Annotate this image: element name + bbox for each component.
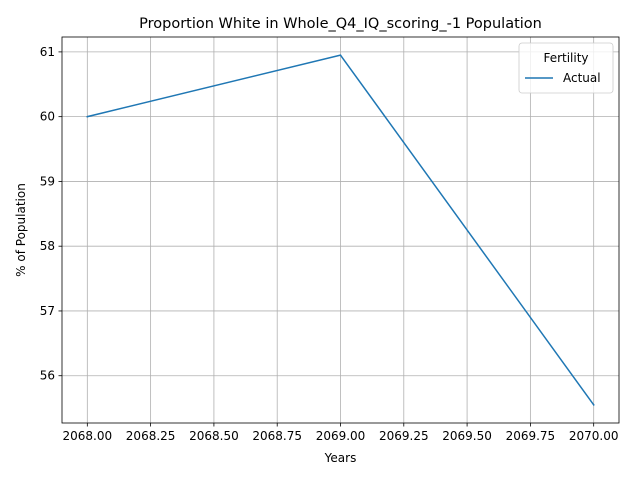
legend-label-actual: Actual: [563, 71, 601, 85]
y-tick-label: 58: [40, 239, 55, 253]
x-axis-label: Years: [324, 451, 357, 465]
legend-title: Fertility: [543, 51, 588, 65]
y-tick-label: 57: [40, 304, 55, 318]
y-tick-label: 56: [40, 369, 55, 383]
x-tick-label: 2068.00: [63, 429, 113, 443]
x-tick-label: 2069.00: [316, 429, 366, 443]
chart-title: Proportion White in Whole_Q4_IQ_scoring_…: [139, 16, 542, 32]
y-axis-label: % of Population: [14, 183, 28, 277]
x-tick-label: 2068.75: [252, 429, 302, 443]
y-tick-label: 60: [40, 110, 55, 124]
data-point: [86, 115, 89, 118]
grid: [62, 37, 619, 423]
axis-ticks: 2068.00 2068.25 2068.50 2068.75 2069.00 2069.…: [40, 45, 619, 443]
x-tick-label: 2070.00: [569, 429, 619, 443]
data-point: [592, 404, 595, 406]
y-tick-label: 61: [40, 45, 55, 59]
x-tick-label: 2069.25: [379, 429, 429, 443]
x-tick-label: 2069.50: [442, 429, 492, 443]
y-tick-label: 59: [40, 174, 55, 188]
x-tick-label: 2068.25: [126, 429, 176, 443]
series-layer: [86, 54, 595, 406]
plot-area-frame: [61, 36, 620, 424]
legend: Fertility Actual: [518, 42, 614, 94]
legend-box: [518, 42, 614, 94]
x-tick-label: 2068.50: [189, 429, 239, 443]
data-point: [339, 54, 342, 56]
x-tick-label: 2069.75: [506, 429, 556, 443]
